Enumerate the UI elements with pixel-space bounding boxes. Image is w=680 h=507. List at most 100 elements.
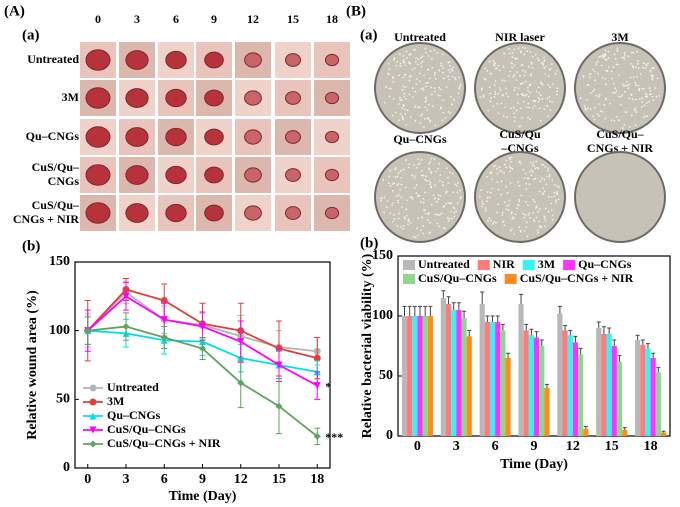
colony bbox=[541, 164, 543, 166]
colony bbox=[522, 168, 525, 171]
plate-label: CuS/Qu– bbox=[596, 127, 644, 141]
colony bbox=[399, 65, 402, 67]
colony bbox=[493, 63, 496, 66]
colony bbox=[604, 97, 607, 100]
colony bbox=[542, 63, 545, 66]
error-bar bbox=[519, 293, 524, 304]
colony bbox=[422, 174, 425, 177]
y-tick-label: 50 bbox=[56, 392, 70, 407]
colony bbox=[593, 70, 596, 73]
colony bbox=[513, 233, 515, 236]
error-bar bbox=[407, 305, 412, 316]
colony bbox=[435, 200, 438, 203]
colony bbox=[505, 159, 508, 162]
plate-label: 3M bbox=[611, 30, 628, 44]
colony bbox=[385, 206, 388, 209]
colony bbox=[628, 126, 631, 128]
legend-swatch bbox=[504, 274, 517, 284]
wound bbox=[285, 91, 301, 105]
colony bbox=[637, 63, 639, 65]
colony bbox=[522, 69, 524, 72]
colony bbox=[425, 51, 428, 54]
wound bbox=[204, 128, 224, 146]
colony bbox=[435, 170, 438, 173]
colony bbox=[524, 80, 527, 83]
colony bbox=[402, 227, 405, 230]
agar-plate bbox=[574, 151, 666, 243]
colony bbox=[409, 62, 412, 65]
colony bbox=[605, 98, 607, 101]
colony bbox=[489, 100, 492, 103]
plate-label: Qu–CNGs bbox=[393, 132, 447, 146]
colony bbox=[530, 174, 533, 177]
colony bbox=[428, 183, 431, 186]
colony bbox=[437, 214, 440, 217]
colony bbox=[526, 50, 529, 53]
colony bbox=[544, 207, 547, 210]
colony bbox=[521, 46, 524, 49]
colony bbox=[649, 89, 652, 92]
colony bbox=[605, 70, 608, 72]
colony bbox=[415, 83, 418, 86]
colony bbox=[597, 72, 600, 75]
wound bbox=[285, 53, 301, 67]
colony bbox=[422, 201, 425, 204]
error-bar bbox=[640, 339, 645, 345]
colony bbox=[398, 74, 401, 77]
bar bbox=[479, 304, 485, 436]
colony bbox=[532, 170, 534, 173]
colony bbox=[447, 219, 450, 222]
colony bbox=[422, 225, 425, 227]
colony bbox=[540, 226, 543, 229]
colony bbox=[499, 69, 501, 72]
colony bbox=[648, 100, 650, 103]
colony bbox=[551, 101, 553, 103]
bar bbox=[578, 354, 584, 436]
error-bar bbox=[534, 331, 539, 338]
colony bbox=[556, 90, 558, 93]
colony bbox=[497, 92, 500, 95]
colony bbox=[404, 86, 407, 89]
marker bbox=[313, 432, 321, 440]
colony bbox=[428, 221, 431, 224]
colony bbox=[402, 168, 405, 171]
colony bbox=[522, 212, 525, 215]
colony bbox=[418, 106, 421, 109]
colony bbox=[447, 61, 450, 64]
colony bbox=[616, 50, 619, 52]
colony bbox=[499, 169, 501, 172]
colony bbox=[405, 159, 407, 162]
colony bbox=[496, 167, 498, 170]
day-label: 0 bbox=[95, 12, 101, 26]
colony bbox=[604, 77, 607, 80]
colony bbox=[630, 114, 633, 117]
colony bbox=[623, 85, 625, 87]
panel-label: (a) bbox=[360, 27, 378, 43]
colony bbox=[405, 50, 408, 53]
colony bbox=[531, 55, 534, 58]
colony bbox=[641, 87, 644, 90]
colony bbox=[513, 120, 516, 123]
wound bbox=[285, 168, 301, 182]
colony bbox=[632, 51, 635, 54]
colony bbox=[459, 197, 462, 200]
error-bar bbox=[462, 310, 467, 319]
colony bbox=[426, 219, 429, 222]
colony bbox=[398, 53, 401, 56]
colony bbox=[528, 170, 531, 173]
y-tick-label: 150 bbox=[372, 248, 393, 263]
colony bbox=[551, 63, 553, 66]
marker bbox=[275, 402, 283, 410]
colony bbox=[440, 64, 443, 67]
bar bbox=[412, 316, 418, 436]
day-label: 15 bbox=[287, 12, 299, 26]
colony bbox=[539, 81, 542, 84]
colony bbox=[636, 50, 639, 53]
colony bbox=[424, 178, 426, 181]
colony bbox=[547, 75, 550, 78]
colony bbox=[404, 186, 407, 189]
colony bbox=[592, 68, 595, 71]
error-bar bbox=[612, 339, 617, 346]
colony bbox=[583, 104, 586, 107]
